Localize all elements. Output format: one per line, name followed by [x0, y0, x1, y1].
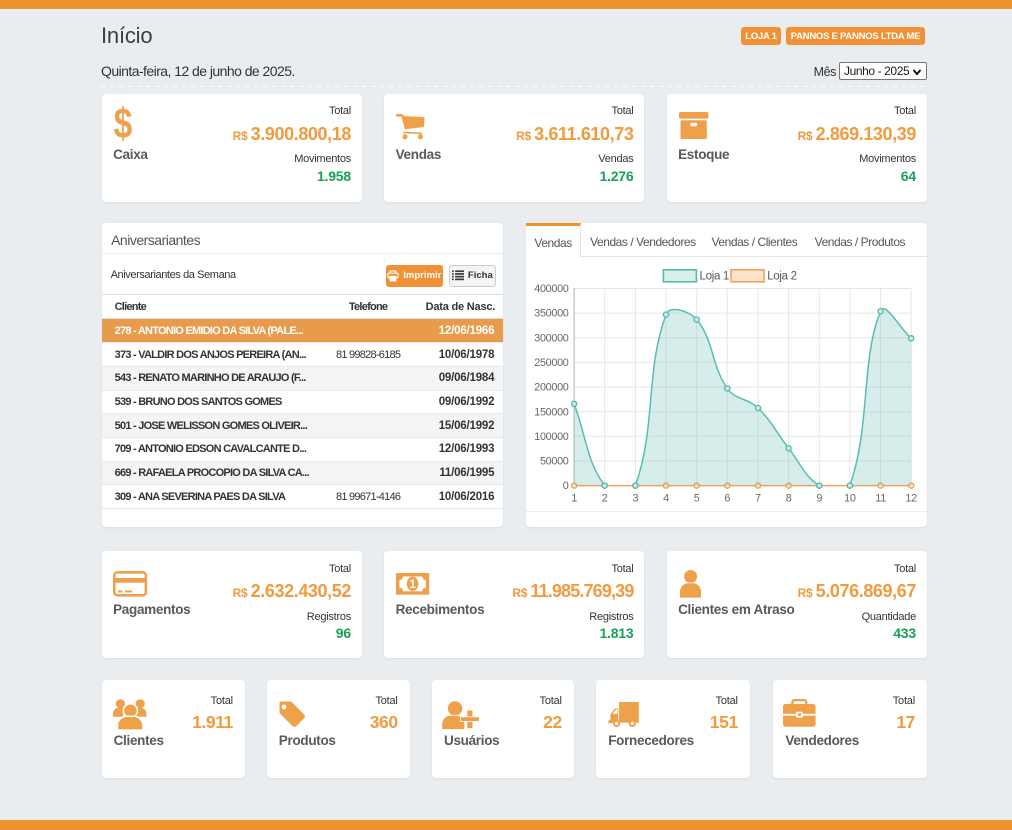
- svg-text:3: 3: [632, 492, 638, 504]
- svg-text:250000: 250000: [534, 357, 569, 369]
- svg-text:100000: 100000: [534, 430, 569, 442]
- svg-text:150000: 150000: [534, 406, 569, 418]
- svg-text:Loja 2: Loja 2: [767, 270, 797, 282]
- svg-text:11: 11: [875, 492, 886, 504]
- svg-text:5: 5: [694, 492, 700, 504]
- svg-text:50000: 50000: [540, 455, 569, 467]
- svg-text:9: 9: [816, 492, 822, 504]
- svg-text:400000: 400000: [534, 283, 569, 295]
- svg-text:300000: 300000: [534, 332, 569, 344]
- svg-text:10: 10: [844, 492, 856, 504]
- svg-text:2: 2: [602, 492, 608, 504]
- svg-text:200000: 200000: [534, 381, 569, 393]
- svg-text:350000: 350000: [534, 307, 569, 319]
- svg-text:12: 12: [905, 492, 917, 504]
- svg-text:6: 6: [724, 492, 730, 504]
- svg-text:4: 4: [663, 492, 669, 504]
- svg-text:1: 1: [409, 577, 416, 591]
- svg-text:0: 0: [563, 480, 569, 492]
- svg-text:Loja 1: Loja 1: [699, 270, 729, 282]
- svg-text:8: 8: [785, 492, 791, 504]
- svg-text:1: 1: [571, 492, 577, 504]
- svg-text:7: 7: [755, 492, 761, 504]
